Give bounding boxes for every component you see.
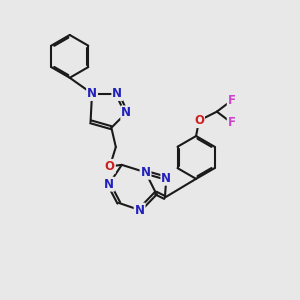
Text: N: N — [104, 178, 114, 191]
Text: N: N — [161, 172, 171, 185]
Text: F: F — [228, 116, 236, 130]
Text: N: N — [121, 106, 131, 119]
Text: N: N — [87, 87, 97, 100]
Text: O: O — [194, 114, 204, 127]
Text: F: F — [228, 94, 236, 107]
Text: N: N — [135, 203, 145, 217]
Text: N: N — [112, 87, 122, 100]
Text: N: N — [140, 166, 151, 179]
Text: O: O — [105, 160, 115, 173]
